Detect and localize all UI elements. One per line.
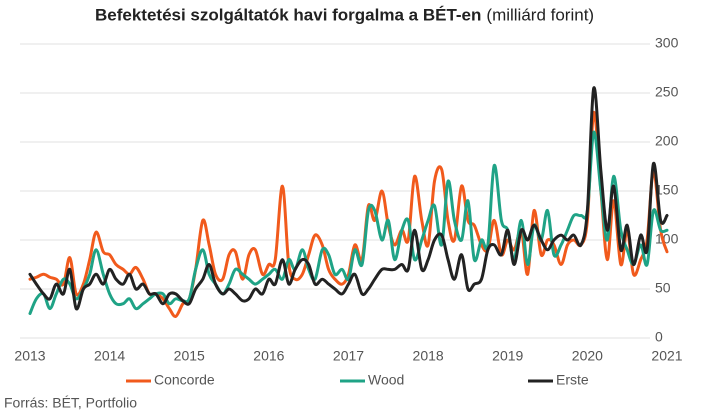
x-tick-label: 2018 <box>413 348 444 364</box>
series-line <box>28 86 669 311</box>
x-tick-label: 2021 <box>651 348 682 364</box>
y-tick-label: 300 <box>655 35 679 51</box>
y-tick-label: 50 <box>655 280 671 296</box>
legend-label: Wood <box>368 372 404 388</box>
y-tick-label: 0 <box>655 329 663 345</box>
x-tick-label: 2013 <box>14 348 45 364</box>
y-tick-label: 150 <box>655 182 679 198</box>
x-tick-label: 2014 <box>94 348 125 364</box>
y-tick-label: 250 <box>655 84 679 100</box>
source: Forrás: BÉT, Portfolio <box>4 395 137 411</box>
chart-subtitle: (milliárd forint) <box>486 5 594 24</box>
legend-label: Concorde <box>154 372 215 388</box>
y-tick-label: 200 <box>655 133 679 149</box>
legend-label: Erste <box>556 372 589 388</box>
series-line <box>28 130 669 315</box>
x-tick-label: 2019 <box>492 348 523 364</box>
y-tick-label: 100 <box>655 231 679 247</box>
chart-title: Befektetési szolgáltatók havi forgalma a… <box>95 5 481 24</box>
x-tick-label: 2017 <box>333 348 364 364</box>
x-tick-label: 2016 <box>253 348 284 364</box>
x-tick-label: 2020 <box>572 348 603 364</box>
x-tick-label: 2015 <box>174 348 205 364</box>
